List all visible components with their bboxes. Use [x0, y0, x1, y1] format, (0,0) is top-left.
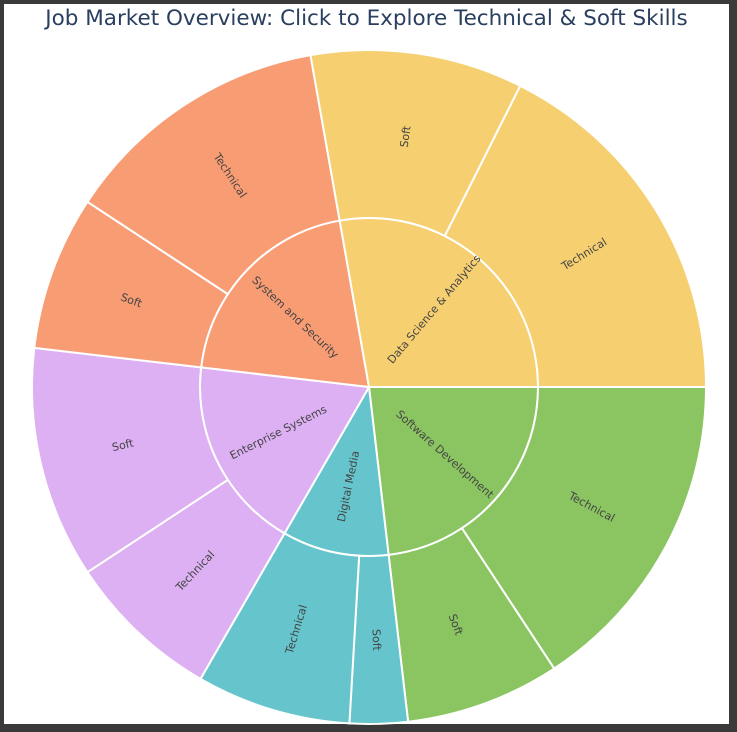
sunburst-segment-system-and-security-technical[interactable]	[86, 53, 341, 296]
sunburst-label-enterprise-systems-soft: Soft	[111, 436, 136, 454]
sunburst-segment-enterprise-systems-soft[interactable]	[31, 346, 230, 574]
chart-title: Job Market Overview: Click to Explore Te…	[45, 6, 688, 31]
sunburst-label-data-science-and-analytics-soft: Soft	[398, 124, 414, 148]
sunburst-segment-data-science-and-analytics-technical[interactable]	[443, 84, 708, 388]
sunburst-label-digital-media-soft: Soft	[370, 629, 384, 652]
sunburst-segment-software-development-technical[interactable]	[460, 386, 708, 670]
